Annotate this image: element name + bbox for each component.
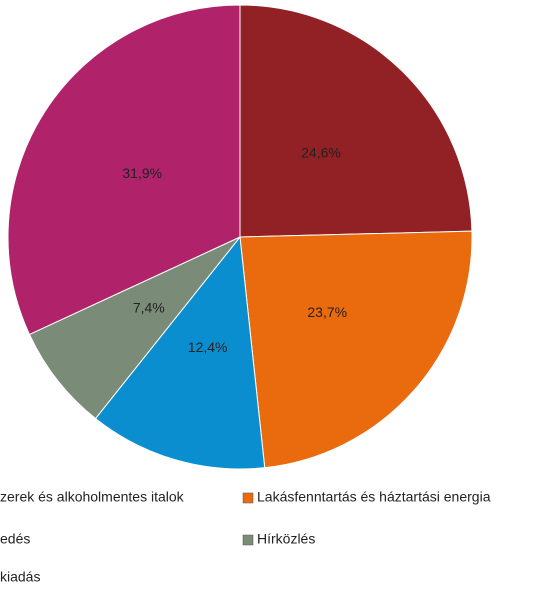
data-label: 12,4% bbox=[188, 339, 228, 355]
legend-swatch bbox=[242, 492, 254, 504]
pie-slice bbox=[94, 235, 266, 470]
legend-label: kiadás bbox=[0, 569, 40, 585]
data-label: 24,6% bbox=[301, 145, 341, 161]
data-label: 23,7% bbox=[307, 304, 347, 320]
legend-label: Hírközlés bbox=[257, 531, 315, 547]
pie-slice bbox=[239, 230, 473, 469]
pie-slice bbox=[7, 4, 241, 336]
legend-label: Lakásfenntartás és háztartási energia bbox=[257, 489, 491, 505]
data-label: 7,4% bbox=[133, 299, 165, 315]
pie-slice bbox=[239, 4, 473, 238]
legend-swatch bbox=[242, 534, 254, 546]
legend-label: zerek és alkoholmentes italok bbox=[0, 489, 185, 505]
legend-label: edés bbox=[0, 531, 30, 547]
pie-slice bbox=[28, 236, 241, 420]
data-label: 31,9% bbox=[122, 165, 162, 181]
